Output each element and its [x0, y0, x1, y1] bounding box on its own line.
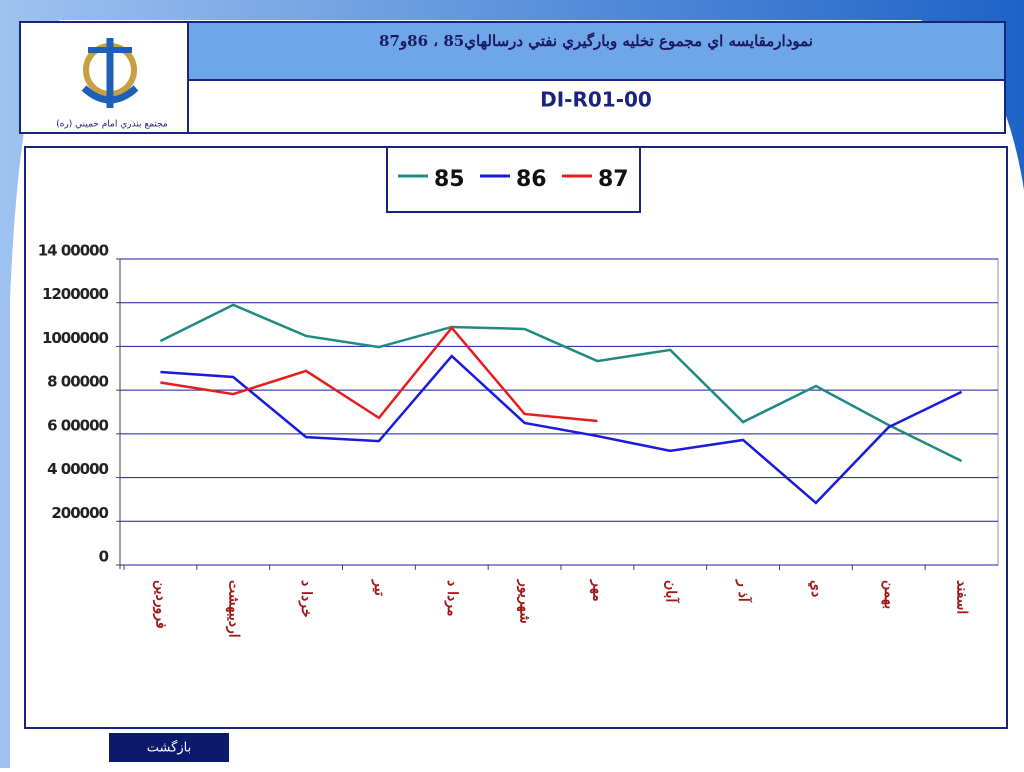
x-tick-label: ارديبهشت: [225, 580, 241, 638]
x-tick-label: مهر: [589, 579, 605, 602]
y-tick-label: 1000000: [42, 329, 109, 347]
header-code: DI-R01-00: [540, 88, 652, 112]
legend-label: 87: [598, 167, 629, 192]
x-tick-label: خردا د: [298, 580, 314, 618]
y-tick-label: 6 00000: [47, 416, 108, 434]
back-button-label[interactable]: بازگشت: [147, 740, 191, 756]
y-tick-label: 200000: [51, 504, 108, 522]
x-tick-label: اسفند: [954, 580, 970, 614]
y-tick-label: 8 00000: [47, 373, 108, 391]
title-band: [188, 23, 1004, 80]
series-line: [160, 354, 963, 505]
x-tick-label: فروردين: [152, 580, 168, 629]
y-tick-label: 1200000: [42, 285, 109, 303]
x-tick-label: تير: [371, 579, 387, 596]
x-tick-label: مردا د: [444, 580, 460, 616]
legend-label: 85: [434, 167, 465, 192]
y-tick-label: 0: [99, 548, 109, 566]
x-tick-label: آذ ر: [735, 579, 753, 603]
series-line: [159, 303, 963, 463]
logo: [81, 38, 139, 108]
x-tick-label: شهريور: [517, 579, 533, 624]
plot-area: [119, 258, 999, 566]
series-line: [160, 325, 598, 423]
x-tick-label: بهمن: [881, 580, 897, 609]
x-tick-label: دي: [808, 580, 824, 597]
back-button[interactable]: [109, 733, 229, 762]
header-title: نمودارمقايسه اي مجموع تخليه وبارگيري نفت…: [379, 32, 813, 51]
legend-box: [386, 146, 641, 213]
x-tick-label: آبان: [662, 580, 680, 603]
legend-label: 86: [516, 167, 547, 192]
y-tick-label: 4 00000: [47, 460, 108, 478]
logo-caption: مجتمع بندري امام خميني (ره): [56, 120, 168, 130]
y-tick-label: 14 00000: [38, 242, 109, 260]
